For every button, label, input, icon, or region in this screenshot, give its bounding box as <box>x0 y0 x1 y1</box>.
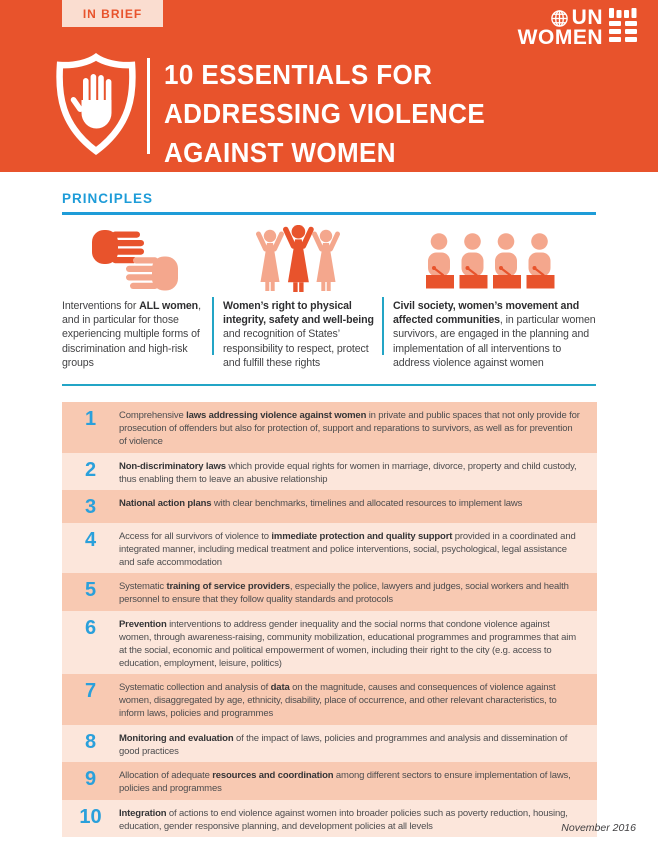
principle-text-2: Women’s right to physical integrity, saf… <box>223 300 374 369</box>
essential-number: 6 <box>84 616 97 639</box>
in-brief-label: IN BRIEF <box>82 6 143 21</box>
title-line-3: AGAINST WOMEN <box>164 136 396 169</box>
essential-row: 4 Access for all survivors of violence t… <box>62 522 597 573</box>
essential-number: 4 <box>84 528 97 551</box>
principle-text-1: Interventions for ALL women, and in part… <box>62 300 201 369</box>
essential-row: 9 Allocation of adequate resources and c… <box>62 762 597 800</box>
panel-icon <box>425 232 555 290</box>
title-line-1: 10 ESSENTIALS FOR <box>164 58 433 91</box>
essential-text: Allocation of adequate resources and coo… <box>119 770 571 794</box>
principle-column-2: Women’s right to physical integrity, saf… <box>213 224 383 370</box>
essential-row: 7 Systematic collection and analysis of … <box>62 674 597 725</box>
in-brief-tab: IN BRIEF <box>62 0 163 27</box>
essential-number: 3 <box>84 496 97 518</box>
essential-number: 5 <box>84 579 97 601</box>
principle-column-1: Interventions for ALL women, and in part… <box>62 224 213 370</box>
principles-rule <box>62 212 596 215</box>
principles-section: Interventions for ALL women, and in part… <box>62 224 596 370</box>
raised-arms-icon <box>256 225 340 292</box>
essential-number: 1 <box>84 408 97 430</box>
essential-number: 2 <box>84 458 97 481</box>
essential-number: 9 <box>84 768 97 790</box>
logo-women-text: WOMEN <box>517 26 603 49</box>
essential-text: Systematic training of service providers… <box>119 581 569 605</box>
essential-row: 2 Non-discriminatory laws which provide … <box>62 452 597 490</box>
section-rule <box>62 384 596 386</box>
essential-text: Integration of actions to end violence a… <box>119 807 568 832</box>
principle-divider-2 <box>382 297 384 355</box>
essential-number: 8 <box>84 730 97 753</box>
un-women-logo: UN WOMEN <box>517 6 640 49</box>
title-line-2: ADDRESSING VIOLENCE <box>164 97 486 130</box>
essential-text: Access for all survivors of violence to … <box>119 530 576 568</box>
hands-icon <box>91 230 178 291</box>
un-women-mark-icon <box>609 8 637 42</box>
essential-row: 6 Prevention interventions to address ge… <box>62 610 597 674</box>
essential-text: Systematic collection and analysis of da… <box>119 682 557 719</box>
principle-divider-1 <box>212 297 214 355</box>
essential-text: National action plans with clear benchma… <box>119 498 523 509</box>
essential-number: 7 <box>84 680 97 702</box>
page-title: 10 ESSENTIALS FOR ADDRESSING VIOLENCE AG… <box>164 55 485 172</box>
essential-text: Monitoring and evaluation of the impact … <box>119 732 568 757</box>
footer-date: November 2016 <box>561 822 636 834</box>
header-banner: IN BRIEF UN <box>0 0 658 172</box>
essential-row: 3 National action plans with clear bench… <box>62 490 597 523</box>
essential-number: 10 <box>79 805 102 828</box>
header-divider-line <box>147 58 150 154</box>
essential-row: 8 Monitoring and evaluation of the impac… <box>62 724 597 762</box>
un-globe-icon <box>550 9 568 27</box>
shield-hand-icon <box>56 53 136 156</box>
principle-text-3: Civil society, women’s movement and affe… <box>393 300 596 369</box>
principle-column-3: Civil society, women’s movement and affe… <box>383 224 596 370</box>
essentials-list: 1 Comprehensive laws addressing violence… <box>62 402 597 837</box>
essential-row: 10 Integration of actions to end violenc… <box>62 799 597 837</box>
essential-row: 5 Systematic training of service provide… <box>62 573 597 611</box>
essential-text: Comprehensive laws addressing violence a… <box>119 410 580 447</box>
essential-text: Prevention interventions to address gend… <box>119 618 576 669</box>
essential-row: 1 Comprehensive laws addressing violence… <box>62 402 597 453</box>
essential-text: Non-discriminatory laws which provide eq… <box>119 460 577 485</box>
logo-un-text: UN <box>571 6 603 29</box>
principles-heading: PRINCIPLES <box>62 191 154 206</box>
